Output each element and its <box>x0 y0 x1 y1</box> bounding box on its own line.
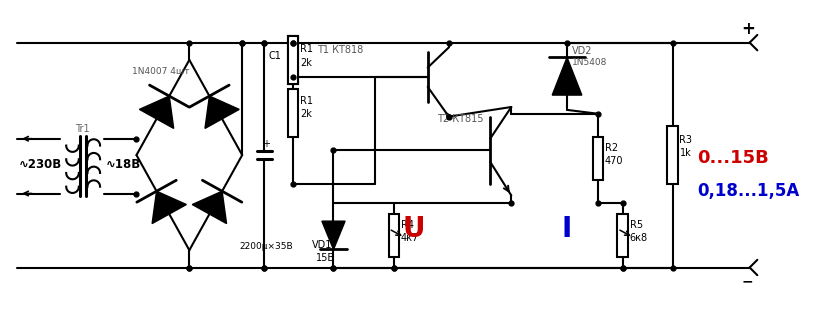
Text: U: U <box>402 215 425 243</box>
Text: 470: 470 <box>605 156 623 166</box>
Text: R1: R1 <box>300 44 313 54</box>
Bar <box>288 36 299 84</box>
Text: ∿18В: ∿18В <box>106 158 141 171</box>
Text: −: − <box>742 274 754 288</box>
Text: T1 КТ818: T1 КТ818 <box>317 45 363 55</box>
Text: R1: R1 <box>300 96 313 106</box>
Text: R2: R2 <box>605 143 618 153</box>
Text: VD2: VD2 <box>572 46 593 56</box>
Bar <box>618 214 628 257</box>
Text: VD1: VD1 <box>313 240 333 250</box>
Text: 0...15В: 0...15В <box>697 149 768 167</box>
Polygon shape <box>322 221 345 249</box>
Text: 6к8: 6к8 <box>629 233 648 243</box>
Polygon shape <box>192 191 226 223</box>
Bar <box>389 214 400 257</box>
Text: C1: C1 <box>268 51 281 61</box>
Bar <box>288 89 299 137</box>
Polygon shape <box>552 57 582 95</box>
Polygon shape <box>205 96 239 128</box>
Text: ∿230В: ∿230В <box>20 158 63 171</box>
Polygon shape <box>139 96 173 128</box>
Polygon shape <box>152 191 186 223</box>
Text: 4к7: 4к7 <box>400 233 419 243</box>
Text: +: + <box>741 20 755 38</box>
Bar <box>288 36 299 84</box>
Text: +: + <box>262 139 270 149</box>
Text: R3: R3 <box>680 135 693 145</box>
Text: 0,18...1,5А: 0,18...1,5А <box>697 182 799 200</box>
Text: R5: R5 <box>629 220 642 230</box>
Text: 1N5408: 1N5408 <box>572 58 607 67</box>
Text: I: I <box>562 215 572 243</box>
Text: 2k: 2k <box>300 58 312 68</box>
Text: 1N4007 4шт: 1N4007 4шт <box>132 67 189 76</box>
Text: 2200μ×35В: 2200μ×35В <box>239 242 293 251</box>
Bar <box>667 126 678 184</box>
Text: 1k: 1k <box>680 148 691 158</box>
Text: T2 КТ815: T2 КТ815 <box>437 115 484 125</box>
Text: R4: R4 <box>400 220 414 230</box>
Bar <box>593 137 603 180</box>
Text: Tr1: Tr1 <box>76 124 90 134</box>
Text: 2k: 2k <box>300 109 312 119</box>
Text: 15В: 15В <box>316 254 335 263</box>
